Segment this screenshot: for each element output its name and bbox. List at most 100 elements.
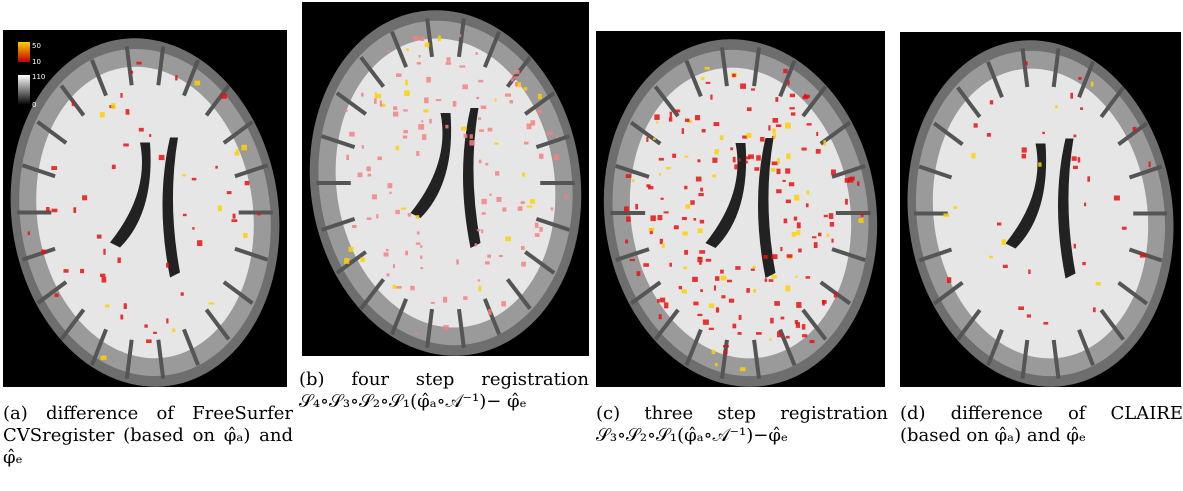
difference-speck [1096,282,1101,285]
difference-speck [389,192,391,194]
difference-speck [684,186,687,189]
difference-speck [556,135,558,137]
difference-speck [729,299,734,303]
difference-speck [857,181,859,185]
difference-speck [361,93,364,97]
difference-speck [683,266,687,269]
difference-speck [420,256,422,259]
difference-speck [478,80,483,83]
difference-speck [479,129,484,132]
difference-speck [772,118,778,123]
difference-speck [693,302,698,306]
panel-image [900,32,1181,387]
difference-speck [771,168,775,172]
difference-speck [215,166,217,169]
difference-speck [419,55,421,57]
difference-speck [349,132,354,137]
difference-speck [806,276,811,278]
difference-speck [756,332,762,335]
difference-speck [709,303,714,307]
difference-speck [748,154,754,158]
difference-speck [697,314,702,316]
difference-speck [798,249,801,253]
difference-speck [352,225,357,228]
difference-speck [535,233,540,237]
difference-speck [403,130,407,133]
difference-speck [218,205,222,211]
difference-speck [1072,156,1077,161]
difference-speck [746,133,751,138]
difference-speck [756,155,761,160]
difference-speck [650,215,655,221]
difference-speck [461,127,467,131]
difference-speck [495,171,499,176]
difference-speck [824,215,828,217]
difference-speck [716,307,719,312]
caption: (d) difference of CLAIRE (based on φ̂ₐ) … [900,403,1183,447]
difference-speck [664,302,668,308]
difference-speck [376,214,378,218]
difference-speck [1018,306,1024,310]
difference-speck [786,200,791,204]
difference-speck [789,107,794,109]
difference-speck [723,350,727,354]
difference-speck [684,250,688,255]
difference-speck [478,117,481,119]
difference-speck [684,156,688,158]
difference-speck [485,261,490,264]
difference-speck [123,144,129,147]
difference-speck [120,93,122,98]
difference-speck [518,206,523,210]
difference-speck [765,278,768,281]
difference-speck [131,71,133,74]
difference-speck [72,101,74,107]
difference-speck [1084,203,1086,207]
difference-speck [166,318,168,323]
difference-speck [790,94,795,98]
difference-speck [721,295,725,298]
colorbar-label: 110 [32,73,45,81]
difference-speck [489,194,491,196]
difference-speck [396,146,400,150]
difference-speck [831,239,833,243]
difference-speck [848,177,854,182]
difference-speck [112,165,116,169]
difference-speck [51,166,57,170]
difference-speck [488,128,493,132]
difference-speck [510,100,514,103]
difference-speck [459,34,461,37]
difference-speck [675,109,680,112]
difference-speck [772,128,775,133]
difference-speck [495,98,497,101]
difference-speck [241,145,247,151]
difference-speck [159,155,165,160]
difference-speck [426,77,431,83]
difference-speck [393,106,397,110]
difference-speck [670,112,672,118]
difference-speck [661,198,664,200]
difference-speck [733,157,736,163]
difference-speck [715,276,719,281]
difference-speck [377,156,381,160]
difference-speck [772,254,778,259]
difference-speck [732,74,735,77]
difference-speck [714,285,716,290]
difference-speck [1149,162,1151,168]
caption: (c) three step registration 𝒮₃∘𝒮₂∘𝒮₁(φ̂ₐ… [596,403,888,447]
difference-speck [700,289,703,292]
difference-speck [418,124,424,130]
difference-speck [386,249,388,251]
difference-speck [753,289,756,293]
difference-speck [830,222,834,227]
difference-speck [727,280,732,283]
panel-image [302,2,589,356]
difference-speck [393,285,397,289]
difference-speck [772,162,778,166]
difference-speck [403,136,407,139]
difference-speck [554,154,559,160]
difference-speck [845,199,848,205]
colorbar-label: 10 [32,58,41,66]
difference-speck [733,324,737,329]
difference-speck [712,158,717,163]
difference-speck [682,217,687,220]
